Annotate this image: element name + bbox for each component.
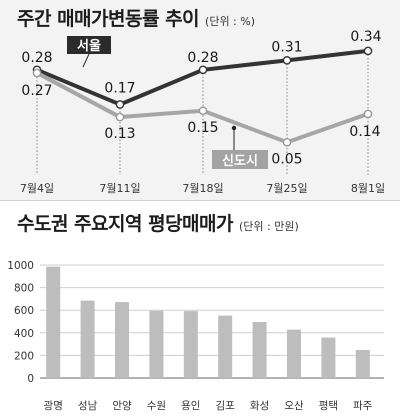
- data-label: 0.28: [187, 50, 218, 66]
- weekly-line-chart: 0.28 0.17 0.28 0.31 0.34 0.27 0.13 0.15 0.05 0.14…: [20, 29, 385, 195]
- data-point: [282, 137, 292, 147]
- y-tick-label: 0: [27, 373, 34, 385]
- legend-pointer-seoul: [82, 53, 90, 68]
- y-tick-label: 200: [14, 350, 34, 362]
- weekly-chart-title: 주간 매매가변동률 추이 (단위 : %): [17, 4, 255, 31]
- x-tick-label: 평택: [319, 400, 338, 412]
- x-tick-label: 7월11일: [99, 181, 140, 195]
- x-tick-label: 7월18일: [182, 181, 223, 195]
- bar: [80, 300, 95, 378]
- x-tick-label: 김포: [216, 400, 236, 412]
- data-label: 0.28: [21, 50, 52, 66]
- bar: [287, 329, 301, 378]
- metro-price-panel: 수도권 주요지역 평당매매가 (단위 : 만원) 0 200 400 600 800 100…: [0, 201, 400, 417]
- x-tick-label: 오산: [284, 400, 304, 412]
- bar: [355, 349, 370, 378]
- bar: [252, 322, 267, 378]
- x-tick-label: 화성: [250, 400, 269, 412]
- data-label: 0.14: [349, 124, 380, 140]
- y-tick-label: 600: [14, 305, 34, 317]
- bar: [115, 302, 129, 378]
- y-tick-label: 400: [14, 328, 34, 340]
- price-unit-label: (단위 : 만원): [239, 220, 299, 233]
- data-point: [115, 112, 125, 122]
- weekly-title-text: 주간 매매가변동률 추이: [17, 8, 200, 30]
- y-tick-label: 800: [14, 283, 34, 295]
- data-point: [198, 106, 208, 116]
- legend-label-seoul: 서울: [77, 38, 101, 54]
- data-label: 0.34: [350, 29, 381, 45]
- x-tick-label: 7월4일: [20, 181, 54, 195]
- weekly-unit-label: (단위 : %): [205, 15, 256, 28]
- x-tick-label: 안양: [112, 400, 132, 412]
- data-point: [115, 100, 125, 109]
- data-point: [198, 65, 208, 75]
- bar: [183, 311, 198, 378]
- data-label: 0.31: [271, 39, 302, 55]
- price-title-text: 수도권 주요지역 평당매매가: [17, 213, 234, 235]
- data-point: [363, 46, 373, 56]
- legend-pointer-dot: [231, 125, 237, 131]
- data-label: 0.15: [187, 120, 218, 136]
- data-label: 0.05: [271, 151, 302, 167]
- bar: [218, 315, 233, 378]
- x-tick-label: 광명: [44, 400, 63, 412]
- bar: [321, 337, 336, 378]
- bar: [46, 266, 61, 378]
- price-bar-chart: 0 200 400 600 800 1000 광명 성남 안양 수원 용인 김포 화성 오산 평택 파주: [7, 260, 384, 412]
- x-tick-label: 파주: [353, 400, 373, 412]
- y-tick-label: 1000: [7, 260, 34, 272]
- legend-label-newtown: 신도시: [222, 154, 258, 169]
- x-tick-label: 8월1일: [351, 181, 385, 195]
- x-tick-label: 성남: [78, 400, 98, 412]
- bar: [149, 310, 164, 378]
- data-label: 0.17: [104, 80, 135, 96]
- data-label: 0.13: [104, 126, 135, 142]
- x-tick-label: 7월25일: [266, 181, 307, 195]
- data-point: [363, 109, 373, 119]
- data-point: [32, 68, 42, 78]
- weekly-change-panel: 주간 매매가변동률 추이 (단위 : %) 0.28 0.17 0.28 0.31 0.3…: [0, 0, 400, 201]
- x-tick-label: 수원: [147, 400, 166, 412]
- legend-tag-seoul: [67, 36, 111, 54]
- data-point: [282, 56, 292, 65]
- data-label: 0.27: [21, 83, 52, 99]
- price-chart-title: 수도권 주요지역 평당매매가 (단위 : 만원): [17, 209, 299, 236]
- x-tick-label: 용인: [181, 400, 200, 412]
- legend-tag-newtown: [212, 150, 268, 169]
